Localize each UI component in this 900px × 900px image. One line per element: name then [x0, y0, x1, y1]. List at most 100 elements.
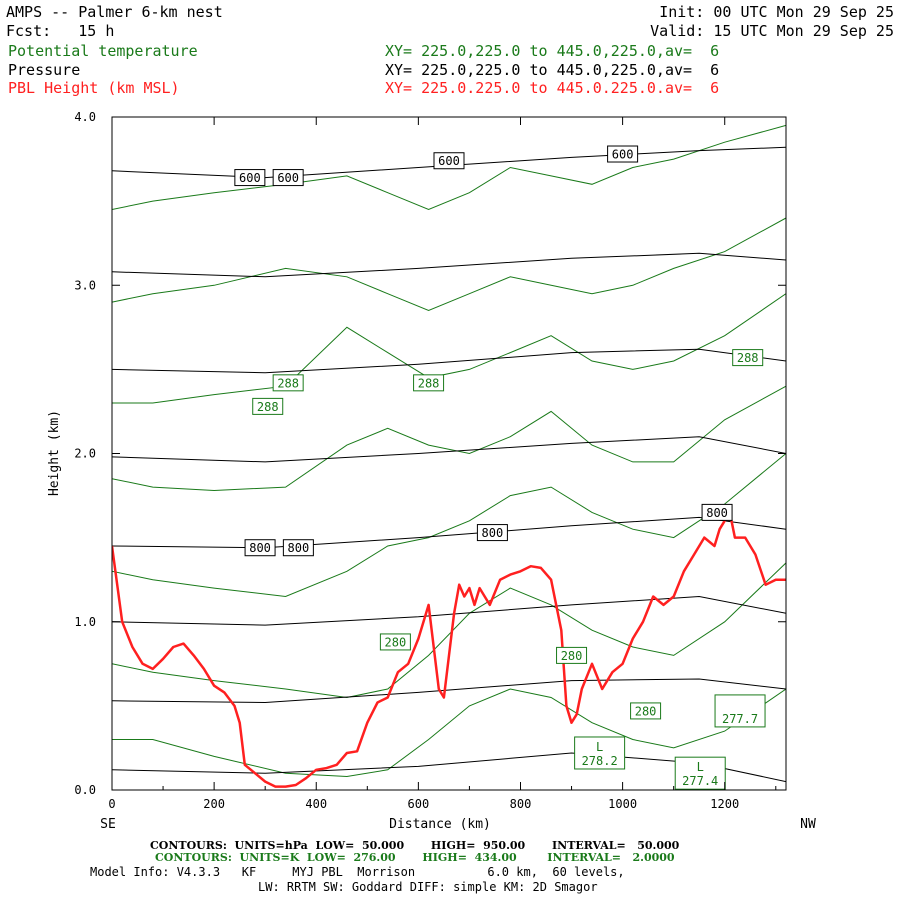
pressure-label-1-box	[272, 169, 304, 187]
theta-label-6-text: 280	[635, 704, 657, 718]
x-axis-end-se: SE	[100, 817, 116, 832]
pressure-label-3-text: 600	[612, 148, 634, 162]
y-tick-label: 1.0	[74, 615, 96, 629]
chart-title: AMPS -- Palmer 6-km nest	[6, 3, 223, 21]
pressure-contour-6	[112, 252, 786, 278]
theta-contour-3	[112, 385, 786, 492]
footer-contours-theta: CONTOURS: UNITS=K LOW= 276.00 HIGH= 434.…	[155, 851, 675, 864]
theta-contour-0	[112, 688, 786, 778]
low-marker-letter: L	[596, 740, 603, 754]
pressure-label-6-text: 800	[482, 526, 504, 540]
valid-time: Valid: 15 UTC Mon 29 Sep 25	[650, 22, 894, 40]
x-tick-label: 600	[408, 797, 430, 811]
pressure-label-5: 800	[282, 539, 314, 557]
pressure-contour-5	[112, 348, 786, 374]
pressure-label-7: 800	[701, 503, 733, 521]
theta-label-6-box	[630, 702, 662, 720]
pressure-label-3-box	[607, 145, 639, 163]
x-axis-label: Distance (km)	[389, 817, 491, 832]
low-marker-letter: L	[697, 760, 704, 774]
forecast-hour: Fcst: 15 h	[6, 22, 115, 40]
x-tick-label: 200	[203, 797, 225, 811]
pressure-label-7-box	[701, 503, 733, 521]
low-marker-value: 277.4	[682, 774, 718, 788]
theta-label-5-box	[556, 646, 588, 664]
pressure-label-7-text: 800	[706, 506, 728, 520]
pressure-contour-4	[112, 436, 786, 463]
x-tick-label: 1200	[710, 797, 739, 811]
low-marker-value: 277.7	[722, 712, 758, 726]
pressure-label-2-text: 600	[438, 154, 460, 168]
xy-range-theta: XY= 225.0,225.0 to 445.0,225.0,av= 6	[385, 42, 720, 60]
pressure-label-5-box	[282, 539, 314, 557]
theta-label-4-text: 280	[385, 635, 407, 649]
x-tick-label: 1000	[608, 797, 637, 811]
pressure-label-0: 600	[234, 169, 266, 187]
pressure-label-6: 800	[476, 524, 508, 542]
legend-pbl: PBL Height (km MSL)	[8, 79, 180, 97]
theta-label-2-box	[413, 374, 445, 392]
theta-label-1-box	[252, 397, 284, 415]
pressure-label-3: 600	[607, 145, 639, 163]
y-tick-label: 0.0	[74, 783, 96, 797]
pressure-label-2-box	[433, 152, 465, 170]
y-axis-label: Height (km)	[47, 410, 62, 496]
theta-label-6: 280	[630, 702, 662, 720]
theta-label-5: 280	[556, 646, 588, 664]
theta-label-1: 288	[252, 397, 284, 415]
low-marker-2: 277.7	[714, 694, 766, 728]
y-tick-label: 4.0	[74, 110, 96, 124]
pressure-label-2: 600	[433, 152, 465, 170]
y-tick-label: 2.0	[74, 447, 96, 461]
xy-range-pbl: XY= 225.0.225.0 to 445.0.225.0.av= 6	[385, 79, 720, 97]
xy-range-pressure: XY= 225.0,225.0 to 445.0,225.0,av= 6	[385, 61, 720, 79]
theta-label-0-text: 288	[277, 376, 299, 390]
footer-physics-info: LW: RRTM SW: Goddard DIFF: simple KM: 2D…	[258, 880, 598, 894]
x-tick-label: 400	[305, 797, 327, 811]
theta-label-5-text: 280	[561, 649, 583, 663]
legend-pressure: Pressure	[8, 61, 81, 79]
theta-label-3: 288	[732, 349, 764, 367]
x-tick-label: 0	[108, 797, 115, 811]
theta-label-2-text: 288	[418, 376, 440, 390]
theta-contour-6	[112, 124, 786, 211]
pressure-contour-3	[112, 516, 786, 549]
pressure-label-4: 800	[244, 539, 276, 557]
low-marker-box	[574, 736, 626, 770]
theta-label-0: 288	[272, 374, 304, 392]
pressure-label-1-text: 600	[277, 171, 299, 185]
low-marker-box	[714, 694, 766, 728]
theta-label-4: 280	[379, 633, 411, 651]
theta-label-2: 288	[413, 374, 445, 392]
init-time: Init: 00 UTC Mon 29 Sep 25	[659, 3, 894, 21]
pressure-label-4-text: 800	[249, 541, 271, 555]
theta-contour-4	[112, 293, 786, 404]
pbl-height-line	[112, 511, 786, 788]
footer-model-info: Model Info: V4.3.3 KF MYJ PBL Morrison 6…	[90, 865, 625, 879]
pressure-contour-1	[112, 678, 786, 704]
pressure-label-1: 600	[272, 169, 304, 187]
theta-label-1-text: 288	[257, 400, 279, 414]
low-marker-box	[674, 756, 726, 790]
low-marker-value: 278.2	[582, 754, 618, 768]
pressure-label-5-text: 800	[288, 541, 310, 555]
pressure-contour-2	[112, 595, 786, 626]
legend-theta: Potential temperature	[8, 42, 198, 60]
x-tick-label: 800	[510, 797, 532, 811]
theta-label-3-text: 288	[737, 351, 759, 365]
pressure-label-0-box	[234, 169, 266, 187]
pressure-label-4-box	[244, 539, 276, 557]
pressure-label-0-text: 600	[239, 171, 261, 185]
plot-frame	[111, 116, 787, 791]
x-axis-end-nw: NW	[800, 817, 816, 832]
footer-contours-pressure: CONTOURS: UNITS=hPa LOW= 50.000 HIGH= 95…	[150, 839, 680, 852]
theta-label-4-box	[379, 633, 411, 651]
y-tick-label: 3.0	[74, 278, 96, 292]
theta-label-3-box	[732, 349, 764, 367]
theta-contour-2	[112, 453, 786, 598]
theta-contour-5	[112, 217, 786, 312]
theta-label-0-box	[272, 374, 304, 392]
